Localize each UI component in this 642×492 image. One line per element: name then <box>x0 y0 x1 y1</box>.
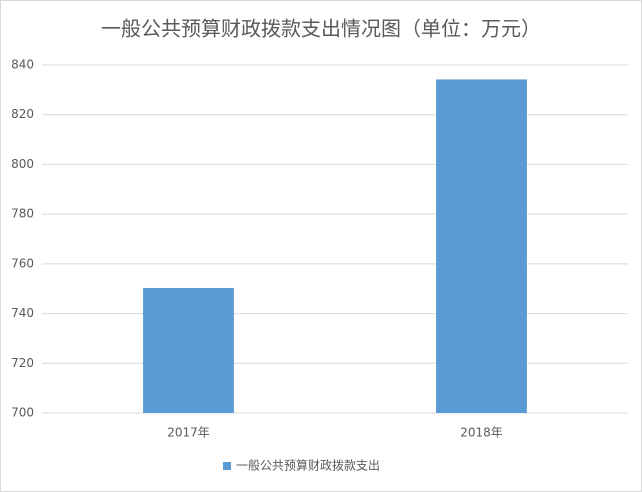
x-tick-label: 2017年 <box>167 426 210 440</box>
y-tick-label: 720 <box>11 356 34 370</box>
y-tick-label: 800 <box>11 157 34 171</box>
y-tick-label: 740 <box>11 306 34 320</box>
y-tick-label: 820 <box>11 107 34 121</box>
legend-label: 一般公共预算财政拨款支出 <box>236 458 380 473</box>
chart-title: 一般公共预算财政拨款支出情况图（单位：万元） <box>101 17 541 41</box>
y-tick-label: 760 <box>11 256 34 270</box>
x-tick-label: 2018年 <box>460 426 503 440</box>
y-tick-label: 780 <box>11 207 34 221</box>
bar <box>436 79 527 413</box>
y-tick-label: 700 <box>11 406 34 420</box>
bar <box>143 287 234 413</box>
y-tick-label: 840 <box>11 58 34 72</box>
legend-swatch <box>223 462 231 470</box>
